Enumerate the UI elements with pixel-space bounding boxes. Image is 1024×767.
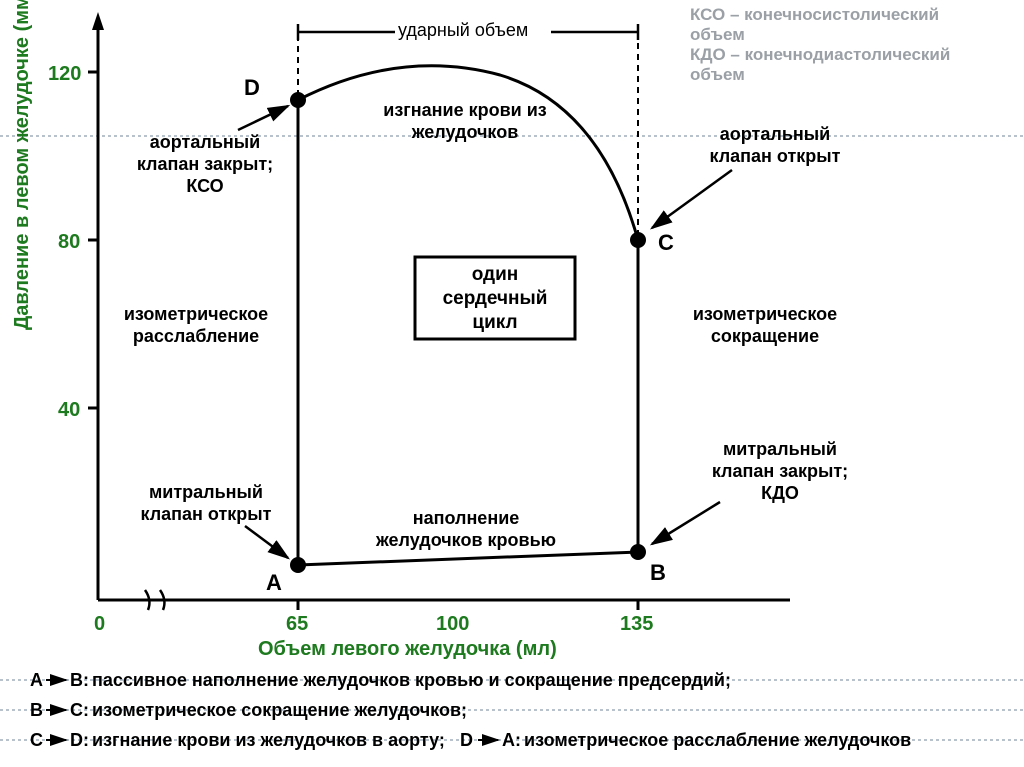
pt-D: D (244, 75, 260, 100)
x-axis-label: Объем левого желудочка (мл) (258, 638, 557, 660)
ytick-40: 40 (58, 399, 80, 421)
stroke-volume-label: ударный объем (398, 20, 528, 40)
svg-text:B:: B: (70, 670, 89, 690)
svg-text:изометрическое сокращение желу: изометрическое сокращение желудочков; (92, 700, 467, 720)
ytick-120: 120 (48, 63, 81, 85)
x-ticks: 0 65 100 135 (94, 600, 653, 635)
annot-mitral-closed: митральный клапан закрыт; КДО (652, 439, 848, 544)
svg-text:D:: D: (70, 730, 89, 750)
xtick-65: 65 (286, 613, 308, 635)
svg-text:митральный: митральный (723, 439, 837, 459)
annot-aortic-closed: аортальный клапан закрыт; КСО (137, 106, 288, 196)
svg-text:пассивное наполнение желудочко: пассивное наполнение желудочков кровью и… (92, 670, 731, 690)
pv-loop-svg: 40 80 120 Давление в левом желудочке (мм… (0, 0, 1024, 767)
xtick-100: 100 (436, 613, 469, 635)
svg-text:аортальный: аортальный (150, 132, 260, 152)
svg-text:желудочков кровью: желудочков кровью (375, 530, 556, 550)
ytick-80: 80 (58, 231, 80, 253)
legend-abbr: КСО – конечносистолический объем КДО – к… (690, 5, 950, 84)
svg-text:желудочков: желудочков (411, 122, 519, 142)
svg-text:C: C (30, 730, 43, 750)
svg-text:D: D (460, 730, 473, 750)
svg-text:изометрическое расслабление же: изометрическое расслабление желудочков (524, 730, 911, 750)
stroke-volume-bar: ударный объем (298, 18, 638, 40)
diagram-root: 40 80 120 Давление в левом желудочке (мм… (0, 0, 1024, 767)
svg-text:изгнание крови из: изгнание крови из (383, 100, 547, 120)
svg-text:один: один (472, 264, 519, 285)
xtick-135: 135 (620, 613, 653, 635)
svg-text:объем: объем (690, 25, 745, 44)
svg-text:КСО – конечносистолический: КСО – конечносистолический (690, 5, 939, 24)
xtick-0: 0 (94, 613, 105, 635)
svg-text:клапан открыт: клапан открыт (141, 504, 272, 524)
annot-iso-relax: изометрическое расслабление (124, 304, 268, 346)
svg-text:аортальный: аортальный (720, 124, 830, 144)
svg-text:клапан закрыт;: клапан закрыт; (137, 154, 273, 174)
svg-text:изометрическое: изометрическое (693, 304, 837, 324)
annot-mitral-open: митральный клапан открыт (141, 482, 288, 558)
svg-text:сокращение: сокращение (711, 326, 819, 346)
svg-text:A:: A: (502, 730, 521, 750)
pt-A: A (266, 570, 282, 595)
svg-text:КСО: КСО (186, 176, 223, 196)
y-axis-arrow (92, 12, 104, 30)
svg-text:объем: объем (690, 65, 745, 84)
pt-B: B (650, 560, 666, 585)
center-box: один сердечный цикл (415, 257, 575, 339)
svg-text:изометрическое: изометрическое (124, 304, 268, 324)
svg-text:расслабление: расслабление (133, 326, 259, 346)
svg-text:изгнание крови из желудочков в: изгнание крови из желудочков в аорту; (92, 730, 445, 750)
svg-text:КДО: КДО (761, 483, 799, 503)
svg-text:КДО – конечнодиастолический: КДО – конечнодиастолический (690, 45, 950, 64)
pt-C: C (658, 230, 674, 255)
y-axis-label: Давление в левом желудочке (мм. рт. ст.) (11, 0, 33, 330)
svg-text:цикл: цикл (472, 312, 517, 333)
annot-aortic-open: аортальный клапан открыт (652, 124, 841, 228)
svg-text:клапан закрыт;: клапан закрыт; (712, 461, 848, 481)
annot-filling: наполнение желудочков кровью (375, 508, 556, 550)
svg-text:B: B (30, 700, 43, 720)
svg-text:митральный: митральный (149, 482, 263, 502)
y-ticks: 40 80 120 (48, 63, 98, 421)
svg-text:наполнение: наполнение (413, 508, 520, 528)
svg-text:C:: C: (70, 700, 89, 720)
svg-text:клапан открыт: клапан открыт (710, 146, 841, 166)
svg-text:сердечный: сердечный (443, 288, 548, 309)
svg-text:A: A (30, 670, 43, 690)
annot-iso-contr: изометрическое сокращение (693, 304, 837, 346)
